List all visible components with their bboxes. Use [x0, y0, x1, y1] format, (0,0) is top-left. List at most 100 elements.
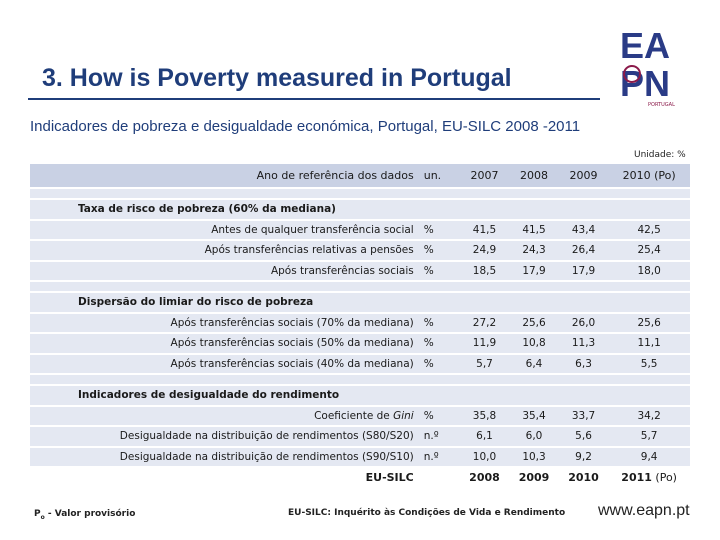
footer-provisional: (Po) [651, 470, 677, 484]
poverty-table: Ano de referência dos dados un. 2007 2008 20… [30, 164, 690, 489]
gini-word: Gini [393, 409, 414, 422]
table-subtitle: Indicadores de pobreza e desigualdade ec… [30, 118, 581, 135]
page-title: 3. How is Poverty measured in Portugal [42, 64, 512, 92]
spacer-row [30, 281, 690, 293]
logo-line2: PN [620, 63, 670, 104]
section-title: Indicadores de desigualdade do rendiment… [30, 385, 690, 407]
table-row: Após transferências relativas a pensões%… [30, 240, 690, 262]
row-value: 10,3 [509, 446, 559, 468]
row-value: 25,6 [509, 312, 559, 334]
row-value: 10,0 [459, 446, 510, 468]
row-unit: n.º [419, 426, 460, 448]
row-label: Após transferências sociais (70% da medi… [30, 312, 420, 334]
row-unit: % [419, 312, 460, 334]
unit-note: Unidade: % [634, 150, 686, 160]
provisional-note: Po - Valor provisório [34, 509, 136, 521]
header-unit: un. [419, 164, 460, 189]
row-value: 5,6 [558, 426, 609, 448]
row-value: 11,9 [459, 333, 510, 355]
table-row: Após transferências sociais (40% da medi… [30, 353, 690, 375]
table-row: Após transferências sociais (70% da medi… [30, 312, 690, 334]
row-unit: % [419, 240, 460, 262]
row-value: 10,8 [509, 333, 559, 355]
row-label: Desigualdade na distribuição de rendimen… [30, 426, 420, 448]
header-year: 2008 [509, 164, 559, 189]
row-value: 18,5 [459, 260, 510, 282]
row-unit: % [419, 353, 460, 375]
row-value: 5,7 [459, 353, 510, 375]
row-value: 25,4 [608, 240, 690, 262]
row-value: 25,6 [608, 312, 690, 334]
footer-year: 2008 [459, 467, 510, 489]
row-value: 27,2 [459, 312, 510, 334]
row-label: Desigualdade na distribuição de rendimen… [30, 446, 420, 468]
header-year: 2007 [459, 164, 510, 189]
row-value: 41,5 [509, 219, 559, 241]
spacer-row [30, 188, 690, 200]
spacer-cell [30, 281, 690, 293]
row-unit: n.º [419, 446, 460, 468]
eapn-logo: EA PN PORTUGAL [610, 22, 700, 112]
website-link[interactable]: www.eapn.pt [598, 502, 690, 519]
table-row: Após transferências sociais (50% da medi… [30, 333, 690, 355]
row-value: 6,3 [558, 353, 609, 375]
table-row: Desigualdade na distribuição de rendimen… [30, 446, 690, 468]
spacer-row [30, 374, 690, 386]
row-value: 35,4 [509, 405, 559, 427]
footer-unit [419, 467, 460, 489]
row-label: Após transferências sociais [30, 260, 420, 282]
section-row: Dispersão do limiar do risco de pobreza [30, 292, 690, 314]
footer-label: EU-SILC [30, 467, 420, 489]
row-unit: % [419, 219, 460, 241]
row-value: 24,9 [459, 240, 510, 262]
title-underline [28, 98, 600, 100]
row-value: 17,9 [509, 260, 559, 282]
section-row: Indicadores de desigualdade do rendiment… [30, 385, 690, 407]
footer-year: 2010 [558, 467, 609, 489]
row-label: Após transferências sociais (40% da medi… [30, 353, 420, 375]
row-value: 34,2 [608, 405, 690, 427]
row-value: 6,0 [509, 426, 559, 448]
row-value: 43,4 [558, 219, 609, 241]
row-label: Após transferências sociais (50% da medi… [30, 333, 420, 355]
table-row: Coeficiente de Gini% 35,8 35,4 33,7 34,2 [30, 405, 690, 427]
row-value: 6,4 [509, 353, 559, 375]
source-note: EU-SILC: Inquérito às Condições de Vida … [288, 508, 566, 518]
row-value: 18,0 [608, 260, 690, 282]
row-label: Após transferências relativas a pensões [30, 240, 420, 262]
row-value: 35,8 [459, 405, 510, 427]
row-value: 33,7 [558, 405, 609, 427]
row-value: 26,4 [558, 240, 609, 262]
footer-year: 2011 (Po) [608, 467, 690, 489]
row-label: Antes de qualquer transferência social [30, 219, 420, 241]
header-year: 2009 [558, 164, 609, 189]
row-value: 24,3 [509, 240, 559, 262]
row-unit: % [419, 333, 460, 355]
table-row: Após transferências sociais% 18,5 17,9 17,9… [30, 260, 690, 282]
header-label: Ano de referência dos dados [30, 164, 420, 189]
row-value: 5,7 [608, 426, 690, 448]
footer-row: EU-SILC 2008 2009 2010 2011 (Po) [30, 467, 690, 489]
row-value: 5,5 [608, 353, 690, 375]
row-value: 6,1 [459, 426, 510, 448]
row-value: 42,5 [608, 219, 690, 241]
table-row: Desigualdade na distribuição de rendimen… [30, 426, 690, 448]
spacer-cell [30, 374, 690, 386]
spacer-cell [30, 188, 690, 200]
row-value: 11,3 [558, 333, 609, 355]
footer-year: 2009 [509, 467, 559, 489]
row-value: 9,4 [608, 446, 690, 468]
row-value: 11,1 [608, 333, 690, 355]
table-header-row: Ano de referência dos dados un. 2007 2008 20… [30, 164, 690, 189]
section-title: Dispersão do limiar do risco de pobreza [30, 292, 690, 314]
section-title: Taxa de risco de pobreza (60% da mediana… [30, 199, 690, 221]
logo-line1: EA [620, 25, 670, 66]
section-row: Taxa de risco de pobreza (60% da mediana… [30, 199, 690, 221]
row-unit: % [419, 405, 460, 427]
table-row: Antes de qualquer transferência social% 4… [30, 219, 690, 241]
row-value: 41,5 [459, 219, 510, 241]
logo-tag: PORTUGAL [648, 102, 675, 108]
row-label: Coeficiente de Gini [30, 405, 420, 427]
header-year: 2010 (Po) [608, 164, 690, 189]
row-value: 26,0 [558, 312, 609, 334]
